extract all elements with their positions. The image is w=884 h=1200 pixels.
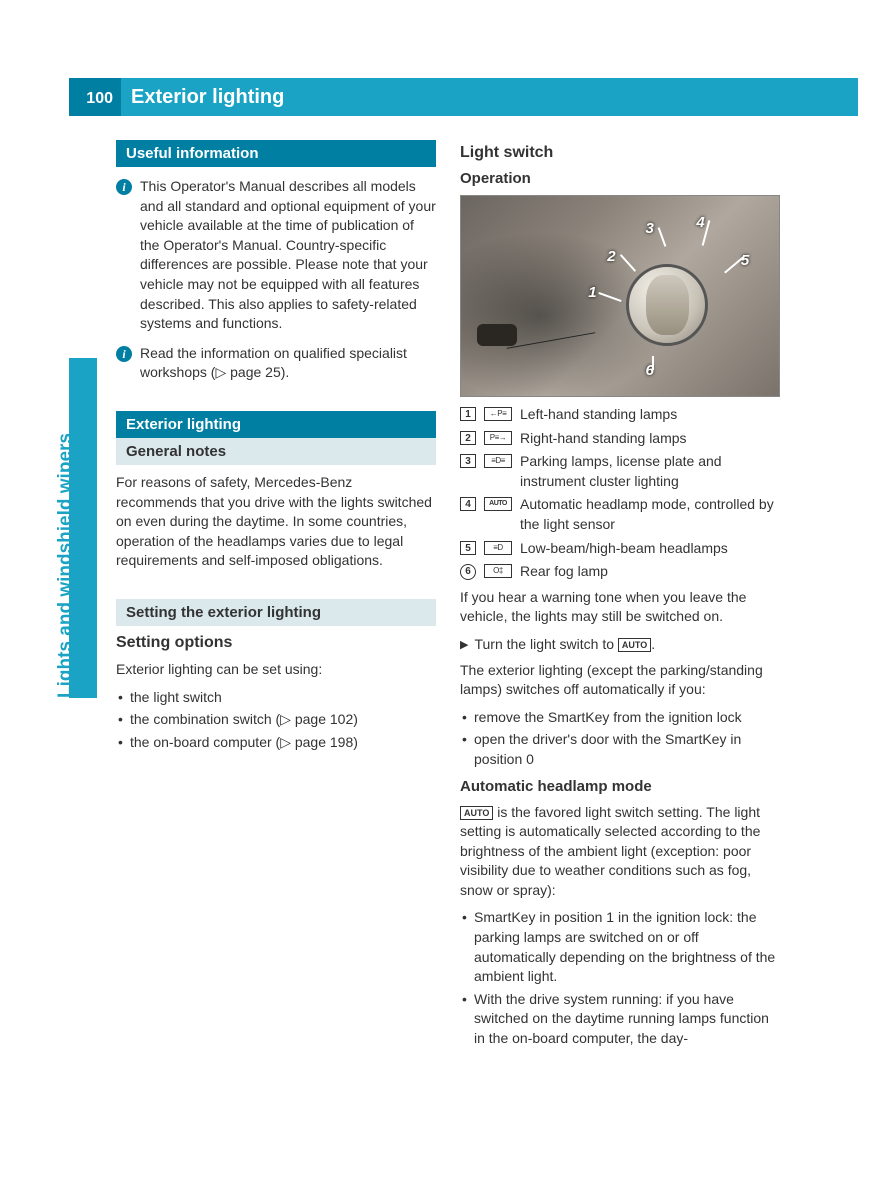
useful-info-heading: Useful information — [116, 140, 436, 167]
operation-heading: Operation — [460, 170, 780, 187]
light-switch-heading: Light switch — [460, 144, 780, 162]
legend: 1 ←P≡ Left-hand standing lamps 2 P≡→ Rig… — [460, 405, 780, 582]
action-suffix: . — [651, 636, 655, 652]
page-number: 100 — [69, 78, 121, 116]
page-header: 100 Exterior lighting — [69, 78, 858, 116]
side-label: Lights and windshield wipers — [55, 433, 77, 698]
list-item: remove the SmartKey from the ignition lo… — [460, 708, 780, 728]
callout-line — [652, 356, 654, 370]
knob-pointer — [646, 275, 689, 336]
legend-text: Automatic headlamp mode, controlled by t… — [520, 495, 780, 534]
legend-text: Low-beam/high-beam headlamps — [520, 539, 780, 559]
light-switch-knob — [626, 264, 708, 346]
legend-text: Rear fog lamp — [520, 562, 780, 582]
auto-off-bullets: remove the SmartKey from the ignition lo… — [460, 708, 780, 770]
content-area: Useful information i This Operator's Man… — [116, 140, 780, 1057]
general-notes-body: For reasons of safety, Mercedes-Benz rec… — [116, 473, 436, 571]
callout-5: 5 — [741, 252, 749, 269]
list-item: the combination switch (▷ page 102) — [116, 710, 436, 730]
page-title: Exterior lighting — [121, 78, 858, 116]
right-column: Light switch Operation 1 2 3 4 5 6 1 — [460, 140, 780, 1057]
list-item: the light switch — [116, 688, 436, 708]
exterior-lighting-heading: Exterior lighting — [116, 411, 436, 438]
auto-icon: AUTO — [460, 806, 493, 820]
legend-text: Left-hand standing lamps — [520, 405, 780, 425]
action-turn-switch: ▶ Turn the light switch to AUTO. — [460, 635, 780, 655]
legend-num: 5 — [460, 541, 476, 555]
legend-row-1: 1 ←P≡ Left-hand standing lamps — [460, 405, 780, 425]
setting-intro: Exterior lighting can be set using: — [116, 660, 436, 680]
legend-text: Parking lamps, license plate and instrum… — [520, 452, 780, 491]
rear-fog-icon: O‡ — [484, 564, 512, 578]
legend-num: 4 — [460, 497, 476, 511]
warning-tone-text: If you hear a warning tone when you leav… — [460, 588, 780, 627]
auto-icon: AUTO — [484, 497, 512, 511]
general-notes-heading: General notes — [116, 438, 436, 465]
callout-3: 3 — [645, 220, 653, 237]
info-icon: i — [116, 346, 132, 362]
dashboard-bg — [461, 196, 779, 396]
auto-headlamp-bullets: SmartKey in position 1 in the ignition l… — [460, 908, 780, 1048]
auto-headlamp-text: is the favored light switch setting. The… — [460, 804, 760, 898]
info-icon: i — [116, 179, 132, 195]
legend-num: 6 — [460, 564, 476, 580]
setting-exterior-heading: Setting the exterior lighting — [116, 599, 436, 626]
auto-off-text: The exterior lighting (except the parkin… — [460, 661, 780, 700]
legend-text: Right-hand standing lamps — [520, 429, 780, 449]
setting-bullets: the light switch the combination switch … — [116, 688, 436, 753]
parking-lamps-icon: ≡D≡ — [484, 454, 512, 468]
light-switch-diagram: 1 2 3 4 5 6 — [460, 195, 780, 397]
list-item: open the driver's door with the SmartKey… — [460, 730, 780, 769]
info-text-2: Read the information on qualified specia… — [140, 344, 436, 383]
legend-row-3: 3 ≡D≡ Parking lamps, license plate and i… — [460, 452, 780, 491]
callout-4: 4 — [696, 214, 704, 231]
legend-row-6: 6 O‡ Rear fog lamp — [460, 562, 780, 582]
left-column: Useful information i This Operator's Man… — [116, 140, 436, 1057]
list-item: With the drive system running: if you ha… — [460, 990, 780, 1049]
info-text-1: This Operator's Manual describes all mod… — [140, 177, 436, 334]
callout-1: 1 — [588, 284, 596, 301]
standing-right-icon: P≡→ — [484, 431, 512, 445]
auto-headlamp-heading: Automatic headlamp mode — [460, 778, 780, 795]
action-marker-icon: ▶ — [460, 638, 468, 655]
list-item: the on-board computer (▷ page 198) — [116, 733, 436, 753]
action-text: Turn the light switch to AUTO. — [474, 635, 655, 655]
legend-row-5: 5 ≡D Low-beam/high-beam headlamps — [460, 539, 780, 559]
legend-num: 2 — [460, 431, 476, 445]
switch-stalk — [477, 324, 517, 346]
auto-icon: AUTO — [618, 638, 651, 652]
setting-options-heading: Setting options — [116, 634, 436, 652]
info-block-2: i Read the information on qualified spec… — [116, 344, 436, 383]
auto-headlamp-body: AUTO is the favored light switch setting… — [460, 803, 780, 901]
legend-row-2: 2 P≡→ Right-hand standing lamps — [460, 429, 780, 449]
legend-num: 3 — [460, 454, 476, 468]
legend-row-4: 4 AUTO Automatic headlamp mode, controll… — [460, 495, 780, 534]
low-beam-icon: ≡D — [484, 541, 512, 555]
legend-num: 1 — [460, 407, 476, 421]
list-item: SmartKey in position 1 in the ignition l… — [460, 908, 780, 986]
action-prefix: Turn the light switch to — [474, 636, 617, 652]
info-block-1: i This Operator's Manual describes all m… — [116, 177, 436, 334]
standing-left-icon: ←P≡ — [484, 407, 512, 421]
callout-2: 2 — [607, 248, 615, 265]
